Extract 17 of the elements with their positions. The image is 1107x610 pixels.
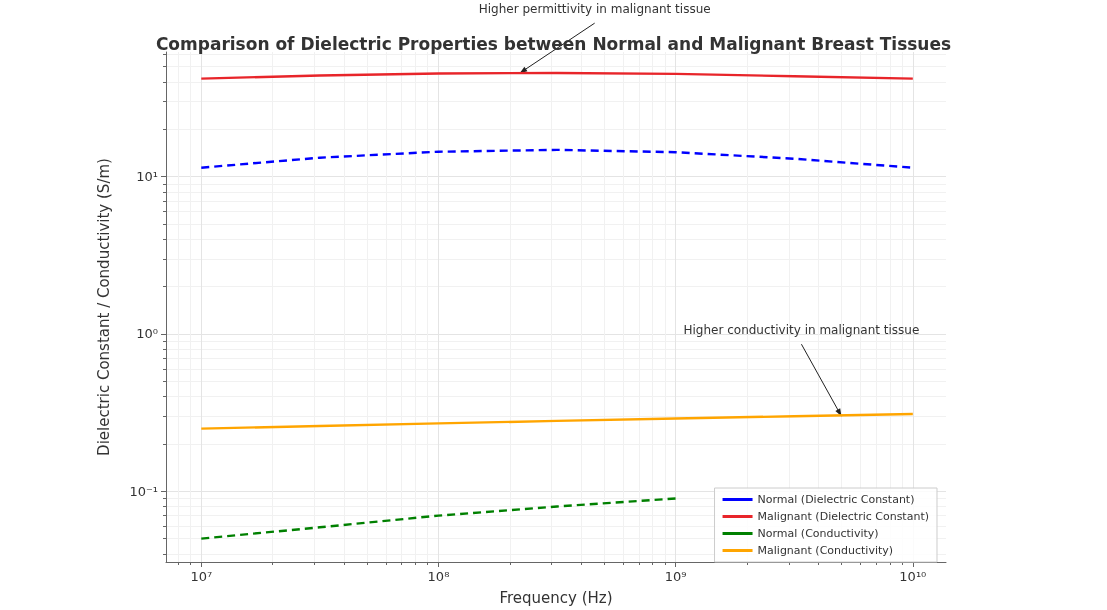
legend-label: Malignant (Dielectric Constant) [757,510,930,523]
y-tick-label: 10⁻¹ [129,483,158,499]
y-axis-title: Dielectric Constant / Conductivity (S/m) [94,158,113,456]
annotation: Higher permittivity in malignant tissue [478,2,711,17]
x-tick-label: 10⁸ [427,569,450,584]
legend-label: Normal (Conductivity) [757,527,879,540]
x-tick-label: 10¹⁰ [899,569,927,584]
x-axis-title: Frequency (Hz) [499,588,613,607]
legend-label: Normal (Dielectric Constant) [757,493,915,506]
y-tick-label: 10¹ [136,169,158,185]
x-tick-label: 10⁹ [664,569,687,584]
annotation: Higher conductivity in malignant tissue [683,323,920,338]
y-tick-label: 10⁰ [136,326,158,342]
line-series [200,497,677,540]
x-tick-label: 10⁷ [190,569,213,584]
line-series [200,412,915,430]
legend-label: Malignant (Conductivity) [757,544,894,557]
